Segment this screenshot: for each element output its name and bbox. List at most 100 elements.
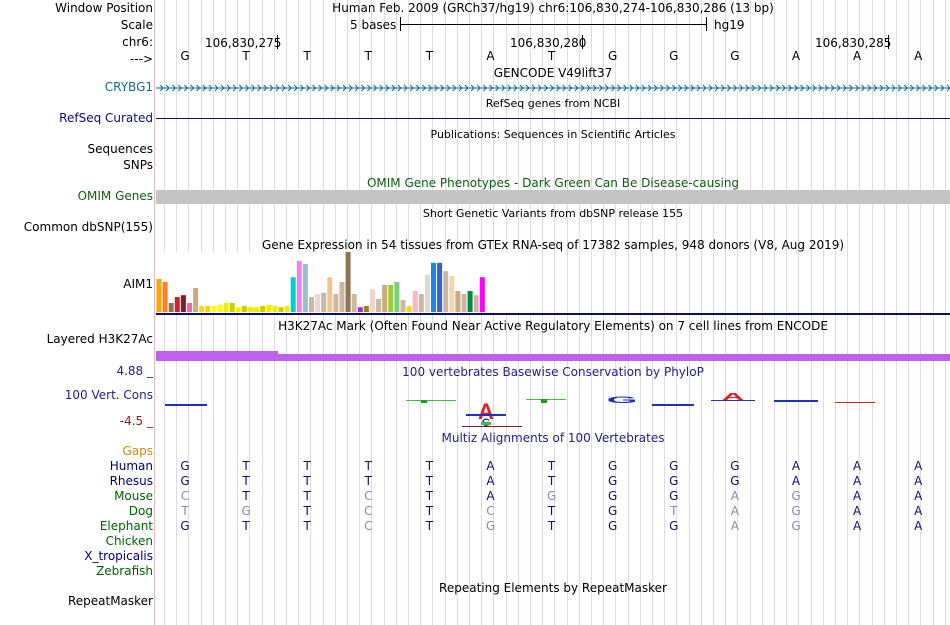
dbsnp-track-label[interactable]: Common dbSNP(155) [23,220,153,234]
gtex-tissue-bar [394,282,400,312]
ruler-tick-2 [582,35,583,49]
grid-line [530,0,531,625]
grid-line [627,0,629,625]
strand-chevron [928,84,933,92]
omim-feature-bar[interactable] [156,190,950,204]
alignment-base: C [486,504,495,518]
grid-line [542,0,544,625]
refseq-track-label[interactable]: RefSeq Curated [59,111,153,125]
strand-chevron [580,84,585,92]
alignment-base: G [791,519,801,533]
gtex-tissue-bar [449,276,455,312]
alignment-base: C [364,519,373,533]
strand-chevron [421,84,427,92]
strand-chevron [769,84,774,92]
strand-chevron [842,84,847,92]
ruler-position-3: 106,830,285 [815,36,892,50]
strand-chevron [324,84,329,92]
alignment-base: A [486,459,495,473]
strand-chevron [861,84,866,92]
gencode-gene-feature[interactable] [156,82,950,94]
strand-chevron [830,84,835,92]
species-label: Chicken [105,534,153,548]
gtex-tissue-bar [437,262,443,312]
alignment-base: T [242,489,250,503]
phylop-mark [466,414,506,416]
gtex-tissue-bar [241,306,247,312]
chrom-label: chr6: [122,35,153,49]
alignment-base: T [425,519,434,533]
h3k27ac-signal-right[interactable] [278,354,950,361]
strand-chevron [184,84,189,92]
repeatmasker-track-title: Repeating Elements by RepeatMasker [439,581,667,595]
gtex-track-label[interactable]: AIM1 [123,277,153,291]
gtex-tissue-bar [248,307,253,312]
phylop-conservation-plot[interactable]: A G G A [156,385,950,430]
gtex-tissue-bar [339,282,345,312]
gtex-tissue-bar [193,288,199,312]
gtex-tissue-bar [217,304,223,312]
refseq-track-title: RefSeq genes from NCBI [485,97,621,110]
grid-line [408,0,409,625]
ruler-tick-3 [888,35,889,49]
phylop-mark: A [478,399,494,424]
gencode-track-label[interactable]: CRYBG1 [104,80,153,94]
strand-chevron [196,84,201,92]
grid-line [737,0,739,625]
scale-bar-right-tick [706,17,707,31]
strand-chevron [397,84,402,92]
strand-chevron [306,84,311,92]
strand-chevron [678,84,683,92]
reference-base: A [791,49,801,63]
sequences-track-label[interactable]: Sequences [87,142,153,156]
repeatmasker-track-label[interactable]: RepeatMasker [67,594,153,608]
gtex-tissue-bar [296,261,302,312]
scale-assembly: hg19 [714,18,745,32]
grid-line [676,0,678,625]
phylop-mark [406,400,456,401]
strand-chevron [885,84,890,92]
reference-base: A [914,49,923,63]
grid-line [578,0,580,625]
phylop-track-label[interactable]: 100 Vert. Cons [64,388,153,402]
refseq-gene-feature[interactable] [156,118,950,119]
strand-chevron [623,84,628,92]
grid-line [847,0,849,625]
strand-chevron [476,84,481,92]
grid-line [700,0,702,625]
strand-chevron [940,84,945,92]
strand-chevron [550,84,555,92]
species-label: Rhesus [109,474,153,488]
alignment-base: C [364,489,373,503]
grid-line [871,0,873,625]
snps-track-label[interactable]: SNPs [123,158,153,172]
alignment-base: G [180,519,190,533]
window-position-label: Window Position [55,1,153,15]
h3k27ac-signal-left[interactable] [156,351,278,361]
gtex-bar-chart[interactable] [156,252,536,313]
strand-chevron [385,84,390,92]
gtex-tissue-bar [412,291,418,312]
omim-track-label[interactable]: OMIM Genes [77,189,153,203]
strand-chevron [556,84,561,92]
strand-chevron [318,84,323,92]
grid-line [883,0,885,625]
strand-chevron [855,84,860,92]
gtex-tissue-bar [309,297,314,312]
strand-chevron [391,84,396,92]
reference-base: G [180,49,190,63]
h3k27ac-track-label[interactable]: Layered H3K27Ac [46,332,153,346]
grid-line [859,0,861,625]
strand-chevron [543,84,549,92]
grid-line [334,0,336,625]
alignment-base: T [364,459,372,473]
grid-line [774,0,775,625]
alignment-base: A [791,459,801,473]
alignment-base: G [669,519,679,533]
strand-chevron [757,84,762,92]
gtex-tissue-bar [431,262,436,312]
strand-chevron [659,84,664,92]
reference-base: T [303,49,311,63]
strand-arrow-label: ---> [129,52,153,66]
gtex-tissue-bar [333,294,339,312]
